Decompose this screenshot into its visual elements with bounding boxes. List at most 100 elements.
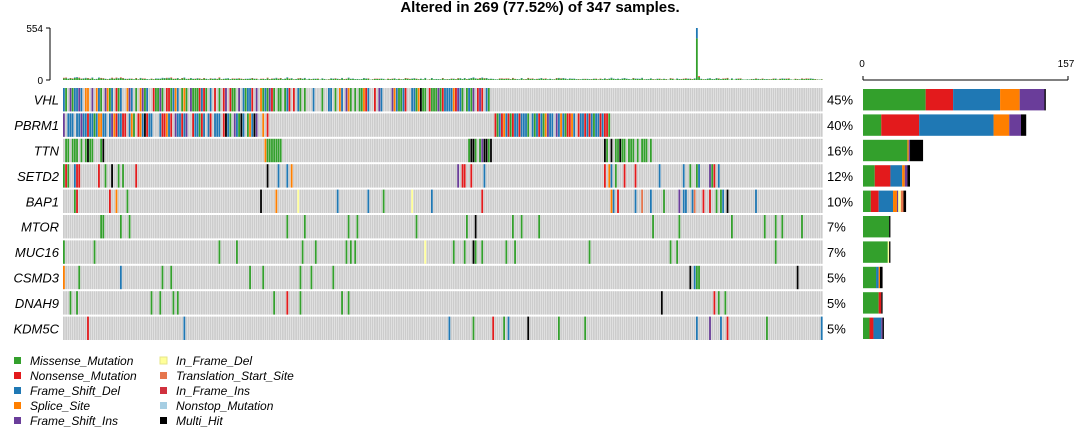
matrix-cell: [582, 164, 584, 188]
matrix-cell: [693, 316, 696, 340]
mutation-cell: [271, 138, 273, 163]
matrix-cell: [726, 138, 729, 163]
matrix-cell: [95, 316, 98, 340]
matrix-cell: [614, 316, 617, 340]
tmb-bar: [363, 78, 365, 80]
tmb-bar: [157, 78, 159, 80]
matrix-cell: [654, 88, 657, 112]
matrix-cell: [560, 138, 562, 163]
matrix-cell: [623, 88, 626, 112]
matrix-cell: [783, 113, 786, 137]
matrix-cell: [731, 240, 733, 264]
matrix-cell: [533, 164, 536, 188]
matrix-cell: [393, 291, 396, 315]
mutation-cell: [141, 88, 144, 112]
matrix-cell: [568, 189, 571, 213]
matrix-cell: [787, 240, 790, 264]
side-bar-segment: [904, 165, 908, 187]
matrix-cell: [325, 291, 328, 315]
matrix-cell: [194, 240, 197, 264]
mutation-cell: [233, 88, 236, 112]
matrix-cell: [566, 215, 569, 239]
matrix-cell: [268, 240, 271, 264]
matrix-cell: [663, 240, 665, 264]
matrix-cell: [271, 215, 273, 239]
matrix-cell: [84, 164, 87, 188]
matrix-cell: [619, 240, 622, 264]
mutation-cell: [159, 291, 162, 315]
matrix-cell: [150, 240, 153, 264]
mutation-cell: [505, 240, 508, 264]
tmb-bar: [356, 79, 359, 80]
matrix-cell: [733, 88, 735, 112]
matrix-cell: [439, 164, 442, 188]
matrix-cell: [509, 265, 512, 290]
matrix-cell: [102, 265, 105, 290]
mutation-cell: [341, 291, 343, 315]
tmb-bar: [685, 78, 687, 80]
mutation-cell: [161, 88, 164, 112]
matrix-cell: [547, 316, 549, 340]
mutation-cell: [698, 164, 700, 188]
matrix-cell: [317, 113, 319, 137]
matrix-cell: [516, 88, 519, 112]
matrix-cell: [382, 215, 385, 239]
mutation-cell: [117, 88, 120, 112]
tmb-bar: [231, 78, 234, 80]
matrix-cell: [630, 164, 633, 188]
tmb-bar: [577, 79, 580, 80]
matrix-cell: [667, 291, 670, 315]
matrix-cell: [67, 316, 70, 340]
matrix-cell: [682, 88, 685, 112]
matrix-cell: [689, 113, 692, 137]
matrix-cell: [551, 240, 554, 264]
matrix-cell: [472, 113, 475, 137]
matrix-cell: [781, 291, 784, 315]
matrix-cell: [183, 215, 186, 239]
mutation-cell: [411, 88, 414, 112]
mutation-cell: [374, 88, 376, 112]
tmb-bar: [474, 78, 477, 80]
matrix-cell: [783, 291, 786, 315]
matrix-cell: [382, 316, 385, 340]
matrix-cell: [165, 189, 168, 213]
tmb-bar: [520, 78, 523, 80]
mutation-cell: [547, 113, 549, 137]
tmb-bar: [133, 79, 135, 80]
tmb-bar: [785, 78, 788, 80]
matrix-cell: [273, 265, 276, 290]
matrix-cell: [154, 113, 157, 137]
tmb-bar: [463, 78, 466, 80]
matrix-cell: [211, 138, 214, 163]
matrix-cell: [387, 88, 389, 112]
matrix-cell: [726, 164, 729, 188]
matrix-cell: [603, 189, 606, 213]
side-bar-segment: [993, 114, 1010, 136]
matrix-cell: [73, 215, 76, 239]
tmb-bar: [330, 78, 332, 80]
matrix-cell: [766, 138, 768, 163]
matrix-cell: [187, 291, 190, 315]
matrix-cell: [746, 240, 749, 264]
tmb-bar: [801, 78, 803, 80]
tmb-bar: [663, 79, 665, 80]
matrix-cell: [766, 240, 768, 264]
matrix-cell: [647, 138, 650, 163]
matrix-cell: [128, 138, 131, 163]
matrix-cell: [328, 291, 330, 315]
matrix-cell: [428, 291, 431, 315]
matrix-cell: [573, 138, 576, 163]
matrix-cell: [809, 316, 812, 340]
matrix-cell: [82, 265, 85, 290]
matrix-cell: [371, 316, 374, 340]
matrix-cell: [78, 138, 81, 163]
matrix-cell: [185, 138, 188, 163]
mutation-cell: [273, 291, 276, 315]
matrix-cell: [674, 291, 676, 315]
matrix-cell: [724, 240, 727, 264]
matrix-cell: [547, 215, 549, 239]
matrix-cell: [152, 164, 155, 188]
matrix-cell: [538, 240, 541, 264]
mutation-cell: [354, 240, 357, 264]
matrix-cell: [76, 316, 78, 340]
